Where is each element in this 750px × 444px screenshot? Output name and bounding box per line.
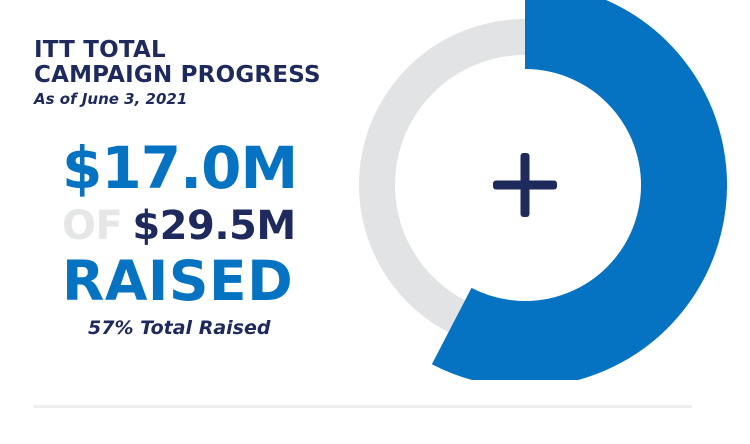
goal-of-label: OF	[62, 203, 123, 249]
divider	[34, 405, 692, 408]
plus-icon	[493, 153, 557, 217]
as-of-date: As of June 3, 2021	[34, 90, 188, 108]
raised-label: RAISED	[62, 249, 294, 313]
plus-icon-vertical-bar	[520, 153, 530, 217]
raised-amount: $17.0M	[62, 134, 298, 202]
goal-amount: $29.5M	[132, 203, 296, 249]
progress-donut-chart	[359, 0, 727, 380]
donut-progress-slice	[431, 0, 727, 380]
percent-raised-text: 57% Total Raised	[88, 317, 271, 339]
page-title-line2: CAMPAIGN PROGRESS	[34, 62, 321, 88]
page-title-line1: ITT TOTAL	[34, 37, 166, 63]
goal-line: OF $29.5M	[62, 202, 324, 250]
amount-block: $17.0M OF $29.5M RAISED	[62, 134, 324, 312]
title-block: ITT TOTAL CAMPAIGN PROGRESS As of June 3…	[34, 37, 321, 109]
